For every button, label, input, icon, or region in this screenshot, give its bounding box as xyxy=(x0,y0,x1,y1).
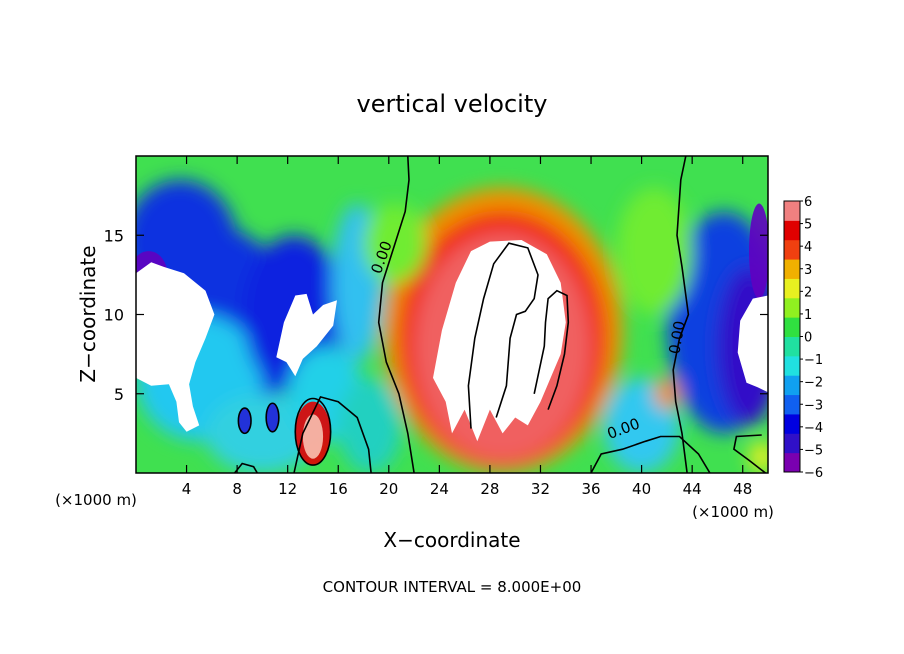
saturated-region-1 xyxy=(136,262,215,432)
x-tick-label-32: 32 xyxy=(531,480,550,498)
colorbar-swatch-2 xyxy=(784,413,800,434)
colorbar-label-12: −6 xyxy=(804,466,823,481)
colorbar-label-9: −3 xyxy=(804,398,823,413)
saturated-region-0 xyxy=(433,240,566,442)
field-feature-1 xyxy=(302,414,324,459)
colorbar-swatch-1 xyxy=(784,433,800,454)
field-blob-4 xyxy=(205,393,320,473)
x-tick-label-20: 20 xyxy=(379,480,398,498)
plot-area xyxy=(136,156,768,473)
saturated-regions xyxy=(136,240,768,442)
zero-contour-4 xyxy=(467,242,539,429)
field-feature-4 xyxy=(749,203,768,299)
field-feature-3 xyxy=(266,403,279,432)
colorbar-swatch-12 xyxy=(784,220,800,241)
x-units-left: (×1000 m) xyxy=(55,491,137,509)
closed-contour-0 xyxy=(237,407,252,435)
zero-contour-7 xyxy=(233,462,258,473)
colorbar-swatch-3 xyxy=(784,394,800,415)
zero-contour-1 xyxy=(672,156,690,473)
x-tick-label-36: 36 xyxy=(581,480,600,498)
colorbar-swatch-11 xyxy=(784,239,800,260)
zero-contour-6 xyxy=(733,434,766,473)
colorbar-swatch-8 xyxy=(784,297,800,318)
y-tick-label-10: 10 xyxy=(104,306,124,325)
x-tick-label-48: 48 xyxy=(733,480,752,498)
colorbar-swatch-6 xyxy=(784,336,800,357)
closed-contour-1 xyxy=(265,402,280,433)
colorbar-swatch-13 xyxy=(784,201,800,221)
field-blob-7 xyxy=(338,377,402,473)
field-blob-17 xyxy=(616,187,693,315)
colorbar-swatch-0 xyxy=(784,452,800,473)
chart-title: vertical velocity xyxy=(357,90,548,118)
zero-contours xyxy=(233,156,766,473)
x-tick-label-28: 28 xyxy=(480,480,499,498)
x-tick-label-8: 8 xyxy=(232,480,242,498)
colorbar-label-11: −5 xyxy=(804,443,823,458)
field-feature-2 xyxy=(238,408,252,434)
contour-interval-footer: CONTOUR INTERVAL = 8.000E+00 xyxy=(323,578,582,596)
x-tick-label-4: 4 xyxy=(182,480,192,498)
contour-label-1: 0.00 xyxy=(665,319,689,355)
colorbar-label-6: 0 xyxy=(804,331,812,346)
x-tick-label-44: 44 xyxy=(683,480,702,498)
x-tick-label-40: 40 xyxy=(632,480,651,498)
colorbar-swatch-9 xyxy=(784,278,800,299)
colorbar: 6 5 4 3 2 1 0 −1 −2 −3 −4 −5 −6 xyxy=(783,195,823,481)
closed-contour-2 xyxy=(294,397,332,466)
colorbar-label-1: 5 xyxy=(804,218,812,233)
colorbar-swatch-4 xyxy=(784,375,800,396)
zero-contour-5 xyxy=(533,289,570,410)
zero-contour-2 xyxy=(293,395,372,473)
colorbar-label-7: −1 xyxy=(804,353,823,368)
x-tick-label-16: 16 xyxy=(329,480,348,498)
y-axis-ticks: 5 10 15 xyxy=(104,226,768,404)
saturated-region-3 xyxy=(737,295,768,393)
x-axis-ticks: 4 8 12 16 20 24 28 32 36 40 44 48 xyxy=(182,156,752,498)
colorbar-label-3: 3 xyxy=(804,263,812,278)
colorbar-label-0: 6 xyxy=(804,195,812,210)
zero-contour-0 xyxy=(377,156,415,473)
colorbar-label-5: 1 xyxy=(804,308,812,323)
saturated-region-2 xyxy=(276,293,337,377)
colorbar-label-4: 2 xyxy=(804,285,812,300)
colorbar-label-2: 4 xyxy=(804,240,812,255)
x-units-right: (×1000 m) xyxy=(692,503,774,521)
x-tick-label-12: 12 xyxy=(278,480,297,498)
x-tick-label-24: 24 xyxy=(430,480,449,498)
colorbar-swatch-10 xyxy=(784,259,800,279)
colorbar-swatch-7 xyxy=(784,317,800,337)
y-axis-label: Z−coordinate xyxy=(76,245,100,382)
y-tick-label-15: 15 xyxy=(104,226,124,245)
field-blob-14 xyxy=(654,377,680,410)
colorbar-swatch-5 xyxy=(784,355,800,376)
colorbar-label-10: −4 xyxy=(804,421,823,436)
zero-contour-3 xyxy=(590,435,711,473)
x-axis-label: X−coordinate xyxy=(383,528,520,552)
field-blob-15 xyxy=(749,441,768,473)
y-tick-label-5: 5 xyxy=(114,385,124,404)
colorbar-label-8: −2 xyxy=(804,376,823,391)
